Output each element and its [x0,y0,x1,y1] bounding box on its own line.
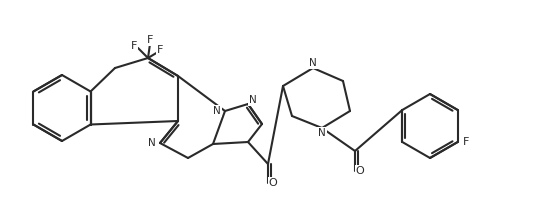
Text: N: N [148,138,156,148]
Text: N: N [249,95,257,105]
Text: F: F [157,45,163,55]
Text: F: F [131,41,137,51]
Text: N: N [318,128,326,138]
Text: N: N [213,106,221,116]
Text: N: N [309,58,317,68]
Text: O: O [268,178,277,188]
Text: O: O [356,166,364,176]
Text: F: F [147,35,153,45]
Text: F: F [463,137,469,147]
